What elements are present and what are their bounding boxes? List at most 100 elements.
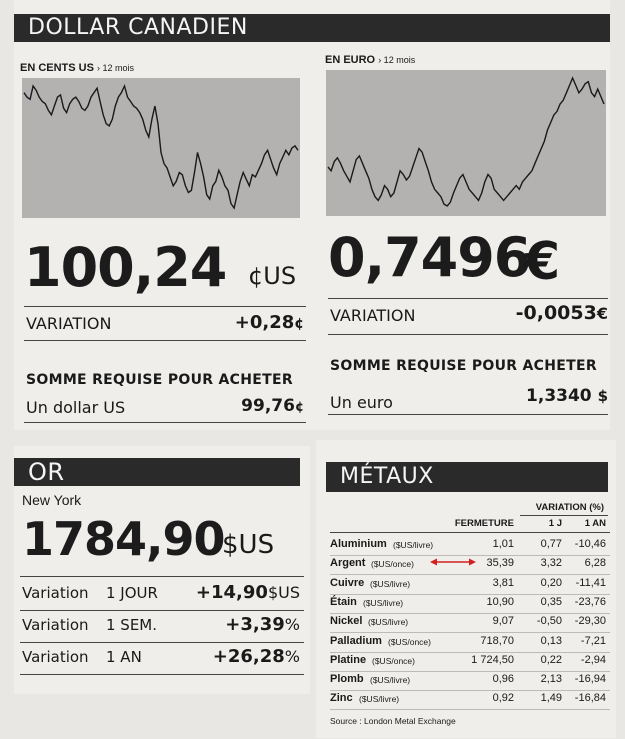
euro-chart — [326, 70, 606, 216]
divider — [330, 574, 610, 576]
metaux-1j-header: 1 J — [548, 518, 562, 529]
or-row-label: Variation — [22, 648, 89, 666]
divider — [328, 298, 608, 299]
or-row-value: +3,39% — [225, 614, 300, 635]
euro-big-value: 0,7496 — [328, 226, 531, 289]
or-place: New York — [22, 492, 82, 508]
divider — [330, 709, 610, 711]
or-title: OR — [28, 458, 65, 486]
euro-variation-value: -0,0053€ — [515, 302, 608, 324]
us-chart — [22, 78, 300, 218]
or-panel — [14, 446, 310, 694]
metal-1an: -16,94 — [574, 673, 606, 686]
metal-close: 9,07 — [492, 615, 514, 628]
metal-unit: ($US/once) — [372, 655, 415, 666]
divider — [20, 610, 304, 611]
metal-1j: 0,13 — [540, 634, 562, 647]
metal-name: Zinc — [330, 692, 353, 705]
euro-chart-subtitle: EN EURO › 12 mois — [325, 54, 416, 66]
metal-name: Argent — [330, 557, 366, 570]
us-somme-item: Un dollar US — [26, 398, 126, 417]
metaux-1an-header: 1 AN — [584, 518, 606, 529]
or-row-label: Variation — [22, 616, 89, 634]
or-row-period: 1 JOUR — [106, 584, 158, 602]
metal-1j: 3,32 — [540, 557, 562, 570]
euro-somme-value: 1,3340 $ — [526, 386, 608, 406]
metal-name: Plomb — [330, 673, 364, 686]
us-chart-subtitle: EN CENTS US › 12 mois — [20, 62, 135, 74]
metal-1j: 0,77 — [540, 538, 562, 550]
euro-variation-label: VARIATION — [330, 306, 416, 325]
metal-name: Nickel — [330, 615, 363, 628]
or-big-value: 1784,90 — [22, 512, 226, 566]
divider — [330, 632, 610, 634]
us-big-unit: ¢US — [248, 262, 297, 290]
metal-close: 3,81 — [492, 576, 514, 589]
metal-close: 35,39 — [486, 557, 514, 570]
metal-1j: -0,50 — [536, 615, 562, 628]
euro-somme-item: Un euro — [330, 393, 393, 412]
divider — [24, 306, 306, 307]
metaux-variation-header: VARIATION (%) — [535, 502, 604, 513]
metal-1j: 2,13 — [540, 673, 562, 686]
us-big-value: 100,24 — [24, 236, 227, 299]
divider — [24, 422, 306, 423]
metal-close: 0,92 — [492, 692, 514, 705]
divider — [330, 532, 610, 533]
metal-close: 0,96 — [492, 673, 514, 686]
us-variation-value: +0,28¢ — [234, 312, 304, 333]
or-banner: OR — [14, 458, 300, 486]
metal-1j: 0,20 — [540, 576, 562, 589]
divider — [330, 670, 610, 672]
or-row-label: Variation — [22, 584, 89, 602]
or-row-value: +14,90$US — [195, 582, 300, 603]
metal-1j: 0,35 — [540, 595, 562, 608]
metaux-source: Source : London Metal Exchange — [330, 716, 456, 726]
metal-1an: 6,28 — [584, 557, 606, 570]
divider — [330, 651, 610, 653]
metal-1an: -11,41 — [575, 576, 606, 589]
divider — [520, 515, 608, 516]
divider — [328, 414, 608, 415]
dollar-banner: DOLLAR CANADIEN — [14, 14, 610, 42]
metal-unit: ($US/once) — [388, 636, 431, 647]
metal-unit: ($US/livre) — [370, 578, 411, 589]
metaux-banner: MÉTAUX — [326, 462, 608, 492]
metal-1an: -29,30 — [574, 615, 606, 628]
metal-1an: -16,84 — [574, 692, 606, 705]
or-row-period: 1 SEM. — [106, 616, 158, 634]
metal-1j: 1,49 — [540, 692, 562, 705]
metal-name: Palladium — [330, 634, 382, 647]
metal-unit: ($US/livre) — [370, 675, 411, 686]
dollar-title: DOLLAR CANADIEN — [28, 15, 248, 40]
divider — [20, 642, 304, 643]
metal-close: 10,90 — [486, 595, 514, 608]
us-series-line — [23, 83, 299, 210]
or-big-unit: $US — [222, 530, 275, 560]
divider — [330, 612, 610, 614]
or-row-period: 1 AN — [106, 648, 142, 666]
us-somme-value: 99,76¢ — [241, 396, 304, 416]
red-arrow-icon — [430, 558, 476, 566]
metal-unit: ($US/once) — [371, 559, 414, 570]
metal-name: Aluminium — [330, 538, 387, 550]
metaux-fermeture-header: FERMETURE — [454, 518, 514, 529]
divider — [330, 593, 610, 595]
metal-name: Étain — [330, 595, 357, 608]
metal-close: 718,70 — [480, 634, 514, 647]
metal-1an: -7,21 — [580, 634, 606, 647]
divider — [24, 340, 306, 341]
us-line-chart — [23, 83, 299, 210]
metal-1an: -23,76 — [574, 595, 606, 608]
euro-line-chart — [327, 76, 605, 207]
divider — [20, 674, 304, 675]
divider — [20, 576, 304, 577]
metal-unit: ($US/livre) — [368, 617, 409, 628]
metal-close: 1 724,50 — [471, 653, 514, 666]
or-row-value: +26,28% — [212, 646, 300, 667]
euro-big-unit: € — [524, 232, 561, 292]
metal-1j: 0,22 — [540, 653, 562, 666]
metal-1an: -10,46 — [574, 538, 606, 550]
metal-unit: ($US/livre) — [363, 597, 404, 608]
euro-series-line — [327, 76, 605, 207]
